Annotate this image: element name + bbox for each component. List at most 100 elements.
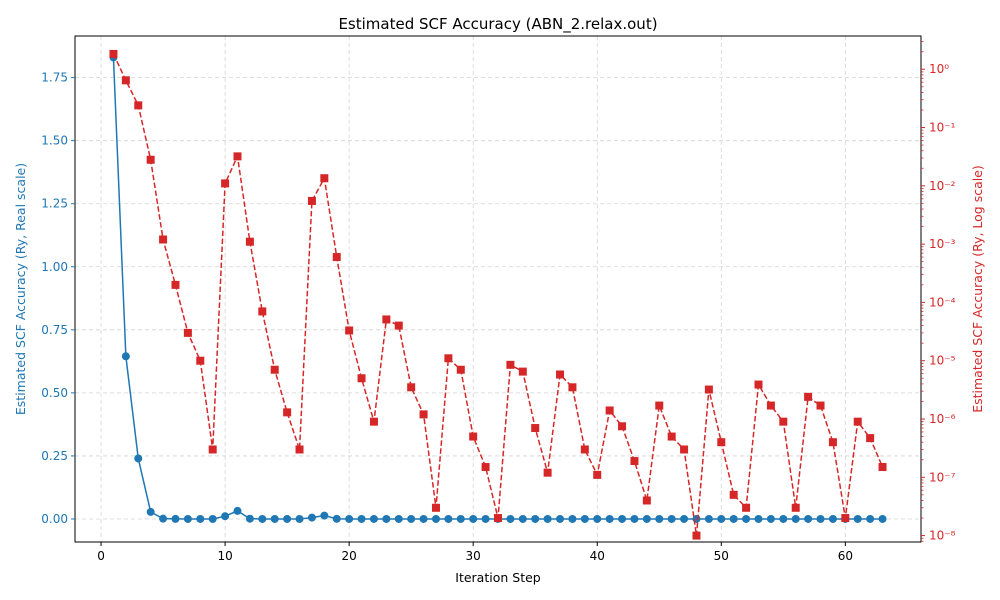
real-scale-point bbox=[245, 514, 254, 523]
y-right-tick-label: 10⁻⁶ bbox=[929, 412, 956, 426]
log-scale-point bbox=[667, 432, 676, 441]
log-scale-point bbox=[233, 152, 242, 161]
chart-title: Estimated SCF Accuracy (ABN_2.relax.out) bbox=[338, 15, 657, 34]
log-scale-point bbox=[742, 503, 751, 512]
x-tick-label: 40 bbox=[590, 549, 605, 563]
y-axis-left-title: Estimated SCF Accuracy (Ry, Real scale) bbox=[13, 163, 28, 415]
log-scale-point bbox=[878, 463, 887, 472]
log-scale-point bbox=[828, 438, 837, 447]
log-scale-point bbox=[754, 380, 763, 389]
real-scale-point bbox=[307, 513, 316, 522]
real-scale-point bbox=[171, 514, 180, 523]
real-scale-point bbox=[729, 514, 738, 523]
log-scale-point bbox=[692, 531, 701, 540]
real-scale-point bbox=[642, 514, 651, 523]
log-scale-point bbox=[382, 315, 391, 324]
real-scale-point bbox=[878, 514, 887, 523]
real-scale-point bbox=[605, 514, 614, 523]
log-scale-point bbox=[866, 434, 875, 443]
x-tick-label: 10 bbox=[217, 549, 232, 563]
y-right-tick-label: 10⁻² bbox=[929, 179, 956, 193]
log-scale-point bbox=[680, 445, 689, 454]
real-scale-point bbox=[630, 514, 639, 523]
real-scale-point bbox=[283, 514, 292, 523]
log-scale-point bbox=[134, 101, 143, 110]
y-right-tick-label: 10⁻⁸ bbox=[929, 529, 956, 543]
x-tick-label: 20 bbox=[342, 549, 357, 563]
y-left-tick-label: 1.25 bbox=[41, 197, 68, 211]
log-scale-point bbox=[816, 401, 825, 410]
log-scale-point bbox=[655, 401, 664, 410]
log-scale-point bbox=[531, 424, 540, 433]
log-scale-point bbox=[766, 401, 775, 410]
log-scale-point bbox=[121, 76, 130, 85]
real-scale-point bbox=[593, 514, 602, 523]
log-scale-point bbox=[456, 365, 465, 374]
real-scale-point bbox=[159, 514, 168, 523]
real-scale-point bbox=[704, 514, 713, 523]
log-scale-point bbox=[568, 383, 577, 392]
y-left-tick-label: 0.00 bbox=[41, 512, 68, 526]
log-scale-point bbox=[580, 445, 589, 454]
series-real-scale bbox=[109, 53, 887, 523]
real-scale-point bbox=[804, 514, 813, 523]
y-right-tick-label: 10⁰ bbox=[929, 62, 949, 76]
x-axis-title: Iteration Step bbox=[455, 570, 541, 585]
log-scale-point bbox=[295, 445, 304, 454]
real-scale-point bbox=[196, 514, 205, 523]
log-scale-point bbox=[320, 174, 329, 183]
log-scale-point bbox=[853, 417, 862, 426]
log-scale-point bbox=[506, 360, 515, 369]
x-tick-label: 50 bbox=[714, 549, 729, 563]
real-scale-point bbox=[717, 514, 726, 523]
log-scale-point bbox=[618, 422, 627, 431]
real-scale-point bbox=[518, 514, 527, 523]
real-scale-point bbox=[816, 514, 825, 523]
real-scale-point bbox=[667, 514, 676, 523]
log-scale-point bbox=[258, 307, 267, 316]
real-scale-point bbox=[531, 514, 540, 523]
real-scale-point bbox=[394, 514, 403, 523]
real-scale-point bbox=[469, 514, 478, 523]
real-scale-point bbox=[655, 514, 664, 523]
log-scale-point bbox=[804, 392, 813, 401]
log-scale-point bbox=[704, 385, 713, 394]
log-scale-point bbox=[419, 410, 428, 419]
log-scale-point bbox=[593, 470, 602, 479]
log-scale-point bbox=[642, 496, 651, 505]
log-scale-point bbox=[779, 417, 788, 426]
real-scale-point bbox=[208, 514, 217, 523]
x-tick-label: 30 bbox=[466, 549, 481, 563]
real-scale-point bbox=[258, 514, 267, 523]
y-right-tick-label: 10⁻¹ bbox=[929, 121, 956, 135]
real-scale-point bbox=[580, 514, 589, 523]
log-scale-point bbox=[245, 237, 254, 246]
y-right-tick-label: 10⁻⁵ bbox=[929, 354, 956, 368]
x-tick-label: 0 bbox=[97, 549, 105, 563]
real-scale-point bbox=[320, 511, 329, 520]
y-left-tick-label: 1.75 bbox=[41, 71, 68, 85]
real-scale-point bbox=[121, 352, 130, 361]
log-scale-point bbox=[357, 374, 366, 383]
real-scale-point bbox=[568, 514, 577, 523]
real-scale-point bbox=[407, 514, 416, 523]
real-scale-point bbox=[233, 506, 242, 515]
log-scale-point bbox=[208, 445, 217, 454]
log-scale-point bbox=[518, 367, 527, 376]
real-scale-point bbox=[556, 514, 565, 523]
real-scale-point bbox=[828, 514, 837, 523]
log-scale-point bbox=[345, 326, 354, 335]
log-scale-point bbox=[183, 328, 192, 337]
series-log-scale bbox=[109, 49, 887, 540]
real-scale-point bbox=[506, 514, 515, 523]
real-scale-point bbox=[866, 514, 875, 523]
y-right-tick-label: 10⁻³ bbox=[929, 237, 956, 251]
y-left-tick-label: 0.50 bbox=[41, 386, 68, 400]
real-scale-point bbox=[369, 514, 378, 523]
real-scale-point bbox=[742, 514, 751, 523]
real-scale-line bbox=[112, 57, 883, 520]
real-scale-point bbox=[431, 514, 440, 523]
log-scale-point bbox=[307, 196, 316, 205]
grid-lines bbox=[75, 36, 921, 542]
real-scale-point bbox=[221, 512, 230, 521]
